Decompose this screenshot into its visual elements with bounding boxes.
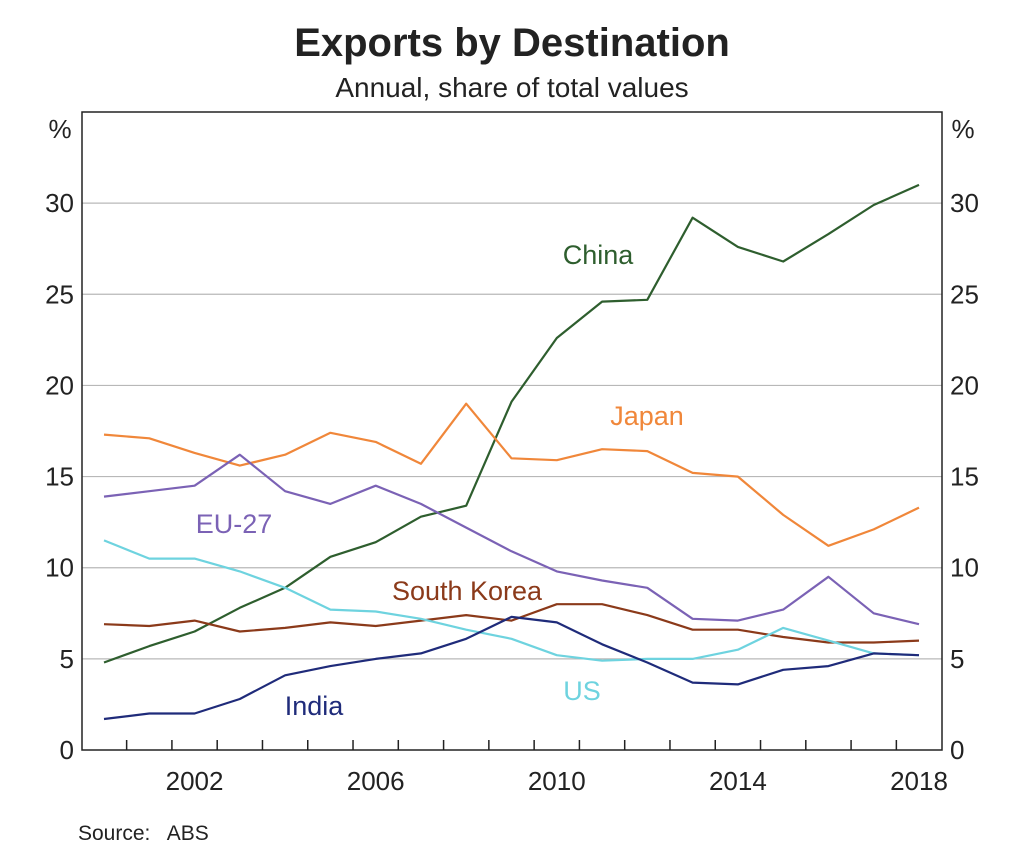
- y-tick-label-right: 0: [950, 735, 964, 765]
- series-lines: [103, 183, 920, 721]
- y-tick-label-left: 25: [45, 279, 74, 309]
- x-tick-label: 2018: [890, 766, 948, 796]
- series-line-us: [103, 539, 920, 662]
- y-tick-label-right: 10: [950, 553, 979, 583]
- series-labels: China Japan EU-27 South Korea US India: [196, 240, 684, 721]
- plot-frame: [81, 111, 943, 751]
- x-tick-label: 2014: [709, 766, 767, 796]
- chart-subtitle: Annual, share of total values: [335, 72, 688, 103]
- x-tick-label: 2002: [166, 766, 224, 796]
- y-tick-label-right: 25: [950, 279, 979, 309]
- source-note: Source: ABS: [78, 822, 209, 845]
- y-tick-label-left: 10: [45, 553, 74, 583]
- y-tick-label-right: 5: [950, 644, 964, 674]
- y-tick-label-left: 30: [45, 188, 74, 218]
- series-label: US: [563, 676, 601, 706]
- y-unit-right: %: [951, 114, 974, 144]
- y-tick-label-left: 5: [60, 644, 74, 674]
- chart-title: Exports by Destination: [294, 21, 730, 65]
- x-tick-label: 2006: [347, 766, 405, 796]
- y-tick-label-right: 30: [950, 188, 979, 218]
- series-line-china: [103, 183, 920, 664]
- y-tick-label-left: 0: [60, 735, 74, 765]
- series-label: South Korea: [392, 576, 543, 606]
- y-tick-label-right: 15: [950, 462, 979, 492]
- series-line-india: [103, 615, 920, 721]
- series-label: India: [285, 691, 345, 721]
- series-label: China: [563, 240, 635, 270]
- series-label: Japan: [610, 401, 684, 431]
- series-line-eu-27: [103, 453, 920, 626]
- axis-ticks: 0 0 5 5 10 10 15 15 20 20 25 25 30 30 2002 2006 2010 2014…: [45, 188, 979, 796]
- y-tick-label-left: 15: [45, 462, 74, 492]
- y-tick-label-left: 20: [45, 370, 74, 400]
- y-tick-label-right: 20: [950, 370, 979, 400]
- series-line-japan: [103, 402, 920, 547]
- series-label: EU-27: [196, 509, 273, 539]
- y-unit-left: %: [48, 114, 71, 144]
- series-line-south-korea: [103, 603, 920, 644]
- x-tick-label: 2010: [528, 766, 586, 796]
